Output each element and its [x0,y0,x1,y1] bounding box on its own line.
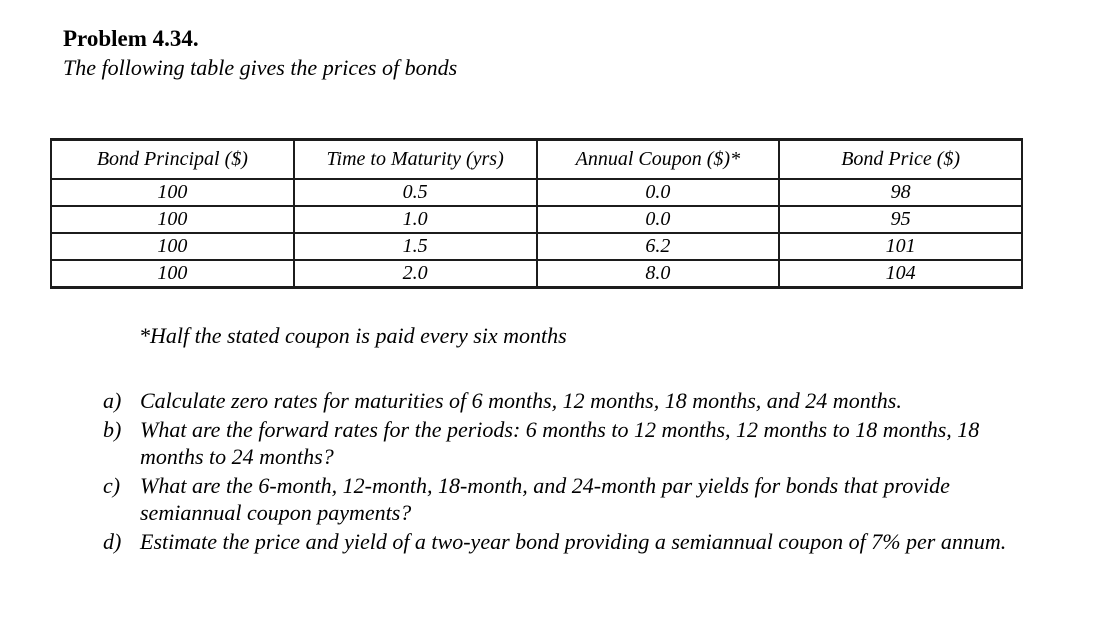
cell-maturity: 0.5 [292,178,538,207]
cell-maturity: 2.0 [292,259,538,289]
column-header-annual-coupon: Annual Coupon ($)* [535,138,781,180]
table-header-row: Bond Principal ($) Time to Maturity (yrs… [50,138,1023,180]
question-item-b: b) What are the forward rates for the pe… [103,416,1110,470]
question-item-d: d) Estimate the price and yield of a two… [103,528,1110,555]
question-label: b) [103,417,122,442]
question-label: a) [103,388,122,413]
cell-price: 95 [778,205,1023,234]
cell-coupon: 8.0 [535,259,781,289]
cell-coupon: 0.0 [535,205,781,234]
column-header-bond-price: Bond Price ($) [778,138,1023,180]
problem-subtitle: The following table gives the prices of … [63,55,458,80]
cell-principal: 100 [50,178,295,207]
question-item-c: c) What are the 6-month, 12-month, 18-mo… [103,472,1110,526]
question-list: a) Calculate zero rates for maturities o… [103,387,1110,555]
cell-coupon: 6.2 [535,232,781,261]
cell-principal: 100 [50,205,295,234]
question-label: c) [103,473,121,498]
question-label: d) [103,529,122,554]
table-row: 100 1.5 6.2 101 [50,232,1023,261]
cell-principal: 100 [50,232,295,261]
question-item-a: a) Calculate zero rates for maturities o… [103,387,1110,414]
table-row: 100 1.0 0.0 95 [50,205,1023,234]
problem-title: Problem 4.34. [63,26,199,51]
cell-price: 101 [778,232,1023,261]
problem-document: Problem 4.34. The following table gives … [0,26,1110,638]
cell-coupon: 0.0 [535,178,781,207]
cell-price: 104 [778,259,1023,289]
question-text: What are the 6-month, 12-month, 18-month… [140,473,950,525]
table-row: 100 0.5 0.0 98 [50,178,1023,207]
table-row: 100 2.0 8.0 104 [50,259,1023,289]
column-header-time-to-maturity: Time to Maturity (yrs) [292,138,538,180]
bond-price-table: Bond Principal ($) Time to Maturity (yrs… [50,138,1023,289]
column-header-bond-principal: Bond Principal ($) [50,138,295,180]
question-text: What are the forward rates for the perio… [140,417,980,469]
cell-principal: 100 [50,259,295,289]
cell-price: 98 [778,178,1023,207]
cell-maturity: 1.0 [292,205,538,234]
question-text: Calculate zero rates for maturities of 6… [140,388,902,413]
question-text: Estimate the price and yield of a two-ye… [140,529,1007,554]
cell-maturity: 1.5 [292,232,538,261]
coupon-footnote: *Half the stated coupon is paid every si… [139,323,567,348]
